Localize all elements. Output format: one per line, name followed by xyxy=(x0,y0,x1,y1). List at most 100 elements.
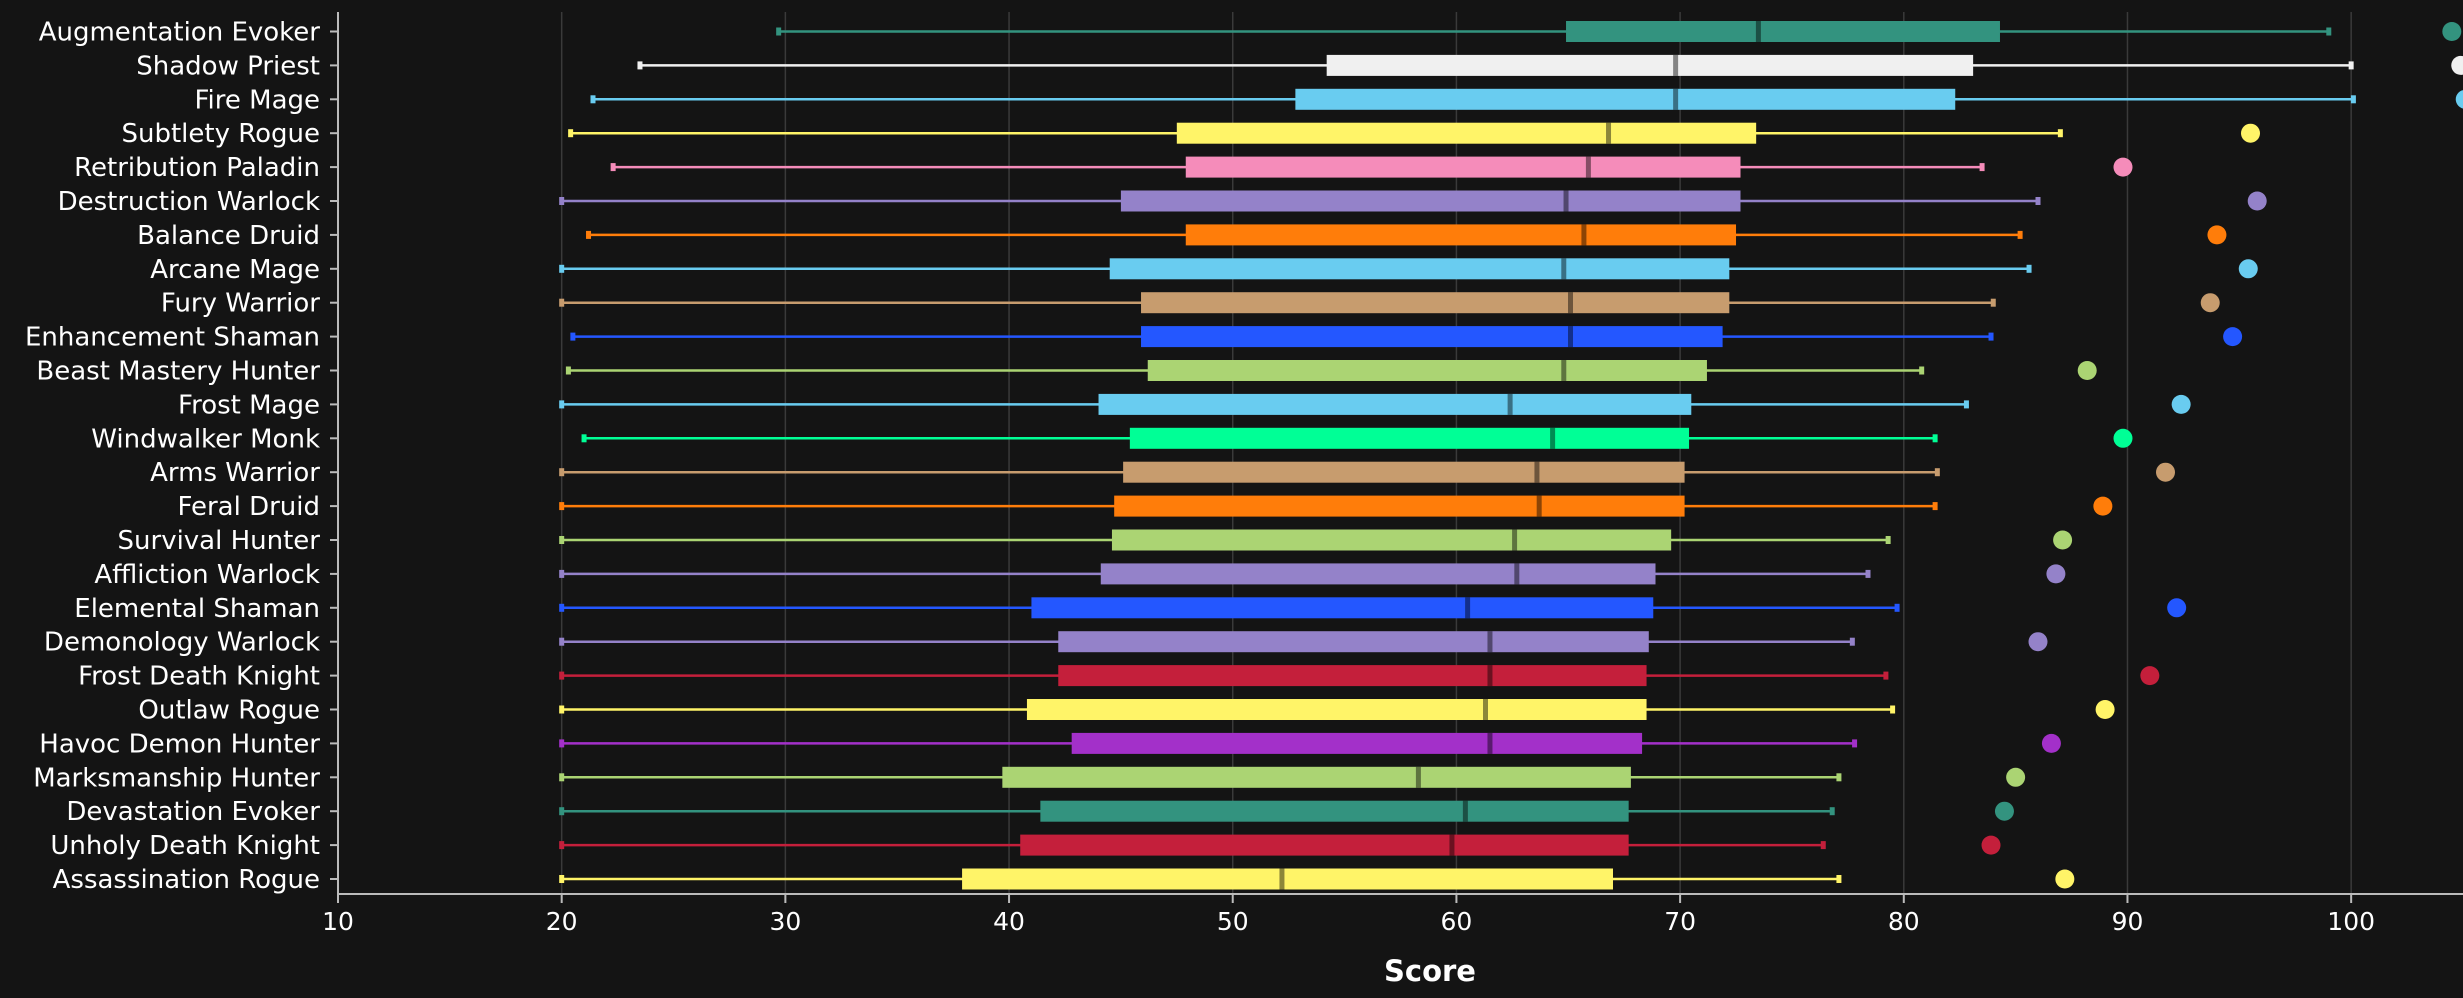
median-line xyxy=(1514,563,1520,585)
category-label: Unholy Death Knight xyxy=(50,831,320,861)
box-windwalker-monk xyxy=(330,427,2133,449)
box-survival-hunter xyxy=(330,529,2073,551)
whisker-cap-min xyxy=(559,705,565,714)
category-label: Fire Mage xyxy=(194,85,320,115)
box-beast-mastery-hunter xyxy=(330,360,2097,381)
iqr-box xyxy=(1176,122,1757,144)
median-line xyxy=(1536,495,1542,517)
iqr-box xyxy=(1185,156,1741,178)
whisker-cap-min xyxy=(559,264,565,273)
whisker-cap-max xyxy=(2057,129,2063,138)
iqr-box xyxy=(1002,766,1631,788)
x-tick-label-10: 10 xyxy=(322,907,354,936)
outlier-point xyxy=(2156,462,2175,482)
box-subtlety-rogue xyxy=(330,122,2260,144)
iqr-box xyxy=(1058,631,1649,653)
box-outlaw-rogue xyxy=(330,699,2115,720)
category-label: Destruction Warlock xyxy=(58,187,320,217)
whisker-cap-max xyxy=(1919,366,1925,375)
iqr-box xyxy=(1100,563,1656,585)
whisker-cap-max xyxy=(2350,95,2356,104)
whisker-cap-max xyxy=(2326,27,2332,36)
outlier-point xyxy=(2247,191,2267,211)
x-tick-label-60: 60 xyxy=(1441,907,1473,936)
box-devastation-evoker xyxy=(330,800,2014,822)
box-affliction-warlock xyxy=(330,563,2066,585)
iqr-box xyxy=(962,868,1613,890)
whisker-cap-min xyxy=(559,807,565,816)
box-demonology-warlock xyxy=(330,631,2048,653)
whisker-cap-min xyxy=(559,637,565,646)
box-arcane-mage xyxy=(330,258,2258,280)
median-line xyxy=(1483,699,1488,720)
iqr-box xyxy=(1141,326,1723,348)
whisker-cap-min xyxy=(559,739,565,748)
box-fury-warrior xyxy=(330,292,2220,314)
whisker-cap-max xyxy=(1963,400,1969,409)
category-label: Augmentation Evoker xyxy=(39,18,321,48)
box-elemental-shaman xyxy=(330,597,2187,619)
whisker-cap-min xyxy=(559,875,565,883)
outlier-point xyxy=(2171,394,2191,414)
box-unholy-death-knight xyxy=(330,834,2001,856)
category-label: Outlaw Rogue xyxy=(138,696,320,726)
whisker-cap-max xyxy=(1865,569,1871,578)
whisker-cap-max xyxy=(1836,773,1842,782)
iqr-box xyxy=(1026,699,1647,720)
box-arms-warrior xyxy=(330,461,2175,483)
outlier-point xyxy=(2442,22,2462,41)
whisker-cap-max xyxy=(1934,468,1940,477)
x-tick-label-50: 50 xyxy=(1217,907,1249,936)
x-tick-label-100: 100 xyxy=(2327,907,2375,936)
whisker-cap-max xyxy=(1883,671,1889,680)
outlier-point xyxy=(2223,327,2243,347)
outlier-point xyxy=(2028,632,2048,652)
median-line xyxy=(1563,190,1569,212)
iqr-box xyxy=(1071,732,1643,754)
boxes xyxy=(330,21,2463,890)
iqr-box xyxy=(1120,190,1741,212)
whisker-cap-min xyxy=(637,61,643,70)
outlier-point xyxy=(2093,496,2113,516)
whisker-cap-max xyxy=(1990,298,1996,307)
outlier-point xyxy=(1981,835,2001,855)
whisker-cap-max xyxy=(1890,705,1896,714)
outlier-point xyxy=(2200,293,2220,313)
category-label: Marksmanship Hunter xyxy=(33,763,320,793)
median-line xyxy=(1568,326,1573,348)
category-label: Balance Druid xyxy=(137,221,320,251)
iqr-box xyxy=(1098,393,1692,415)
category-label: Affliction Warlock xyxy=(94,560,320,590)
median-line xyxy=(1585,156,1591,178)
median-line xyxy=(1465,597,1471,619)
whisker-cap-min xyxy=(581,434,587,443)
x-tick-label-70: 70 xyxy=(1664,907,1696,936)
box-balance-druid xyxy=(330,224,2227,246)
x-tick-label-40: 40 xyxy=(993,907,1025,936)
box-assassination-rogue xyxy=(330,868,2075,890)
category-label: Frost Death Knight xyxy=(78,662,320,692)
median-line xyxy=(1561,360,1567,381)
whisker-cap-max xyxy=(1836,875,1842,883)
category-label: Feral Druid xyxy=(177,492,320,522)
whisker-cap-min xyxy=(586,230,592,239)
iqr-box xyxy=(1114,495,1685,517)
median-line xyxy=(1534,461,1540,483)
median-line xyxy=(1673,88,1679,110)
iqr-box xyxy=(1109,258,1730,280)
whisker-cap-max xyxy=(1829,807,1835,816)
median-line xyxy=(1606,122,1612,144)
category-label: Frost Mage xyxy=(178,390,320,420)
outlier-point xyxy=(2455,90,2463,109)
whisker-cap-max xyxy=(1979,163,1985,172)
outlier-point xyxy=(2207,225,2227,245)
outlier-point xyxy=(2241,123,2260,143)
iqr-box xyxy=(1129,427,1690,449)
iqr-box xyxy=(1031,597,1654,619)
category-label: Havoc Demon Hunter xyxy=(39,729,320,759)
category-label: Retribution Paladin xyxy=(74,153,320,183)
median-line xyxy=(1673,54,1679,76)
whisker-cap-min xyxy=(590,95,596,104)
outlier-point xyxy=(2006,767,2026,787)
